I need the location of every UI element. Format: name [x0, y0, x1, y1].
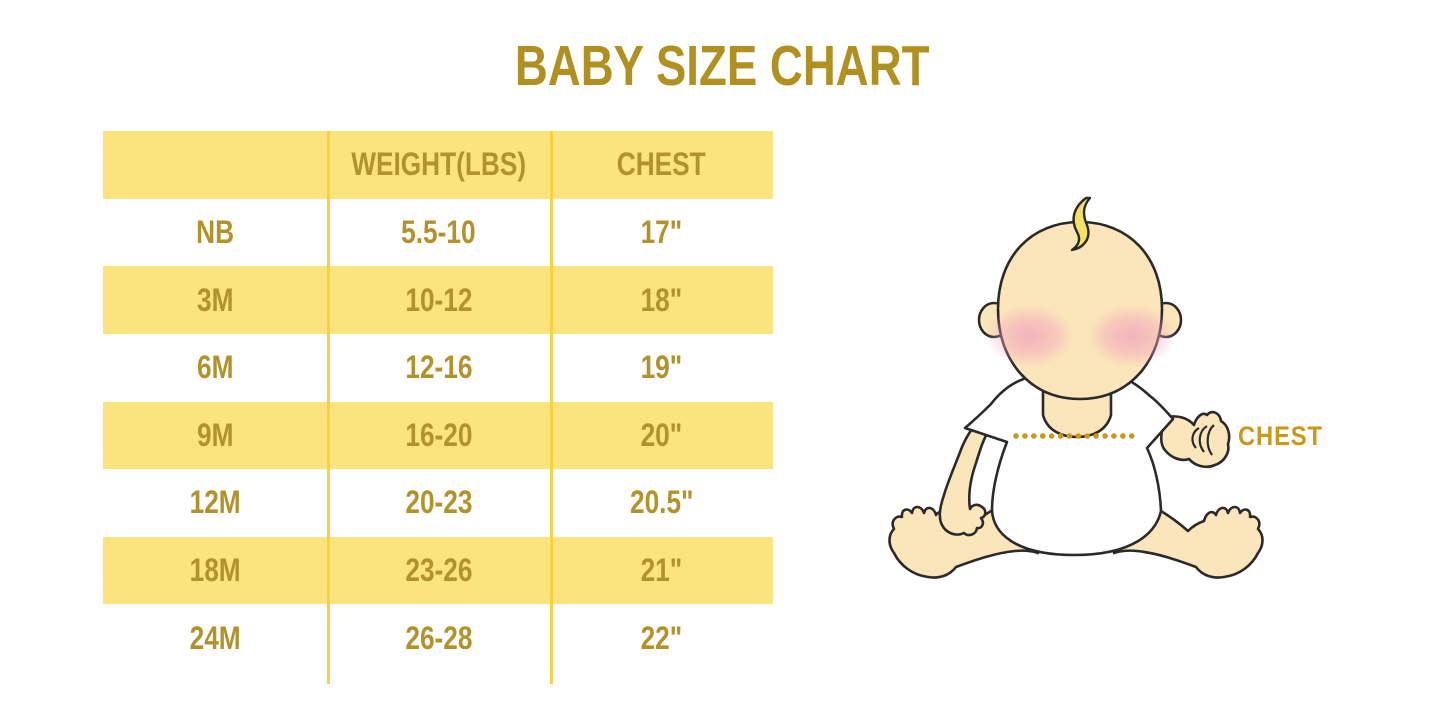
baby-arms: [938, 410, 1231, 537]
baby-blush-cheeks: [986, 305, 1176, 367]
chest-measure-label: CHEST: [1238, 421, 1323, 451]
header-cell-chest: CHEST: [550, 131, 773, 199]
table-row-nb-chest: 17": [550, 198, 773, 267]
table-row-nb-size: NB: [103, 198, 327, 267]
table-row-3m-weight: 10-12: [327, 266, 550, 334]
table-row-3m-size: 3M: [103, 266, 327, 334]
table-row-6m-size: 6M: [103, 333, 327, 402]
table-row-nb-weight: 5.5-10: [327, 198, 550, 267]
table-row-24m-weight: 26-28: [327, 604, 550, 672]
table-row-9m-size: 9M: [103, 401, 327, 470]
baby-shirt: [963, 369, 1175, 557]
baby-illustration: [880, 185, 1340, 610]
table-row-24m-chest: 22": [550, 604, 773, 672]
table-row-9m-weight: 16-20: [327, 401, 550, 470]
table-row-18m-chest: 21": [550, 536, 773, 605]
table-row-12m-weight: 20-23: [327, 469, 550, 537]
page-title: BABY SIZE CHART: [515, 34, 930, 98]
table-row-6m-chest: 19": [550, 333, 773, 402]
table-row-12m-size: 12M: [103, 469, 327, 537]
table-row-3m-chest: 18": [550, 266, 773, 334]
table-row-18m-weight: 23-26: [327, 536, 550, 605]
baby-size-table: WEIGHT(LBS) CHEST NB 5.5-10 17" 3M 10-12…: [103, 131, 773, 672]
baby-hair-curl: [1070, 196, 1092, 252]
table-row-9m-chest: 20": [550, 401, 773, 470]
table-row-6m-weight: 12-16: [327, 333, 550, 402]
table-column-divider: [550, 131, 553, 684]
header-cell-size: [103, 131, 327, 199]
table-row-24m-size: 24M: [103, 604, 327, 672]
header-cell-weight: WEIGHT(LBS): [327, 131, 550, 199]
table-row-12m-chest: 20.5": [550, 469, 773, 537]
baby-left-arm: [938, 415, 992, 537]
table-row-18m-size: 18M: [103, 536, 327, 605]
table-column-divider: [327, 131, 330, 684]
